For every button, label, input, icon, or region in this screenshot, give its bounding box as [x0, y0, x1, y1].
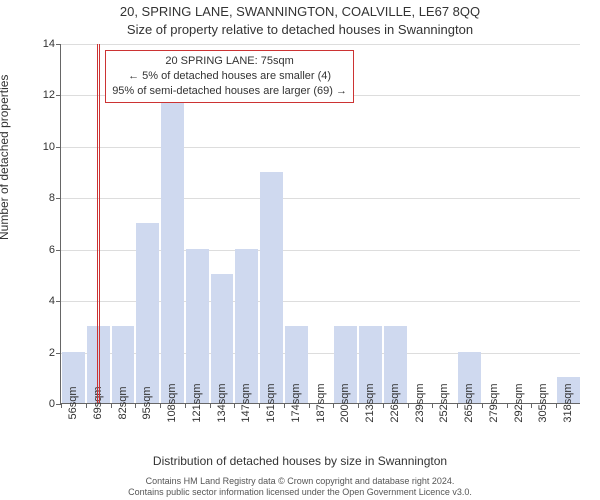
- y-tick-label: 4: [49, 295, 61, 307]
- x-tick-label: 318sqm: [556, 383, 574, 422]
- y-tick-label: 2: [49, 347, 61, 359]
- attribution-line: Contains HM Land Registry data © Crown c…: [0, 476, 600, 487]
- x-tick-label: 174sqm: [284, 383, 302, 422]
- x-tick-label: 121sqm: [185, 383, 203, 422]
- gridline: [61, 44, 580, 45]
- x-tick-label: 82sqm: [111, 386, 129, 419]
- property-marker-line: [97, 44, 98, 403]
- x-tick-label: 279sqm: [482, 383, 500, 422]
- y-tick-label: 8: [49, 192, 61, 204]
- x-tick-label: 200sqm: [333, 383, 351, 422]
- x-tick-label: 213sqm: [358, 383, 376, 422]
- histogram-bar: [186, 249, 209, 403]
- x-tick-label: 134sqm: [210, 383, 228, 422]
- x-tick-label: 265sqm: [457, 383, 475, 422]
- annotation-box: 20 SPRING LANE: 75sqm← 5% of detached ho…: [105, 50, 354, 103]
- x-tick-label: 69sqm: [86, 386, 104, 419]
- histogram-bar: [260, 172, 283, 403]
- attribution-text: Contains HM Land Registry data © Crown c…: [0, 476, 600, 499]
- y-tick-label: 14: [43, 38, 61, 50]
- chart-title-main: 20, SPRING LANE, SWANNINGTON, COALVILLE,…: [0, 4, 600, 19]
- annotation-line: 20 SPRING LANE: 75sqm: [112, 54, 347, 69]
- chart-title-sub: Size of property relative to detached ho…: [0, 22, 600, 37]
- x-tick-label: 56sqm: [61, 386, 79, 419]
- y-axis-label: Number of detached properties: [0, 75, 11, 240]
- annotation-line: ← 5% of detached houses are smaller (4): [112, 69, 347, 84]
- x-tick-label: 226sqm: [383, 383, 401, 422]
- x-tick-label: 161sqm: [259, 383, 277, 422]
- x-tick-label: 187sqm: [309, 383, 327, 422]
- property-size-chart: 20, SPRING LANE, SWANNINGTON, COALVILLE,…: [0, 0, 600, 500]
- annotation-line: 95% of semi-detached houses are larger (…: [112, 84, 347, 99]
- property-marker-line: [99, 44, 100, 403]
- histogram-bar: [235, 249, 258, 403]
- histogram-bar: [161, 94, 184, 403]
- y-tick-label: 0: [49, 398, 61, 410]
- plot-area: 0246810121456sqm69sqm82sqm95sqm108sqm121…: [60, 44, 580, 404]
- gridline: [61, 198, 580, 199]
- gridline: [61, 147, 580, 148]
- x-tick-label: 147sqm: [234, 383, 252, 422]
- x-tick-label: 95sqm: [135, 386, 153, 419]
- y-tick-label: 6: [49, 244, 61, 256]
- y-tick-label: 10: [43, 141, 61, 153]
- y-tick-label: 12: [43, 89, 61, 101]
- histogram-bar: [136, 223, 159, 403]
- x-tick-label: 252sqm: [432, 383, 450, 422]
- x-tick-label: 305sqm: [531, 383, 549, 422]
- attribution-line: Contains public sector information licen…: [0, 487, 600, 498]
- x-tick-label: 108sqm: [160, 383, 178, 422]
- x-tick-label: 292sqm: [507, 383, 525, 422]
- x-axis-label: Distribution of detached houses by size …: [0, 454, 600, 468]
- x-tick-label: 239sqm: [408, 383, 426, 422]
